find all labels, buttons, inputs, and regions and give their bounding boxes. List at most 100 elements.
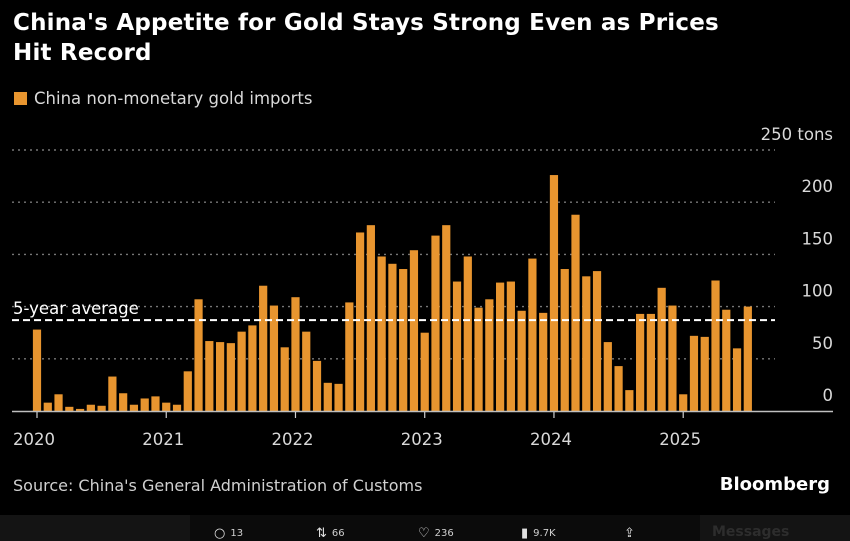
tweet-action-bar: ○ 13 ⇅ 66 ♡ 236 ▮ 9.7K ⇪ Messages (0, 515, 850, 541)
y-tick-label: 100 (802, 282, 834, 301)
bar (689, 335, 699, 411)
bar (97, 405, 106, 411)
bar (119, 393, 128, 411)
bar (366, 225, 375, 411)
x-tick-label: 2025 (659, 430, 701, 449)
messages-panel[interactable] (700, 515, 850, 541)
bar (571, 214, 580, 411)
bar (657, 287, 666, 411)
bar (646, 313, 655, 411)
bar (151, 396, 160, 411)
legend-swatch (14, 92, 27, 105)
bar (549, 175, 559, 411)
bar (280, 347, 289, 411)
x-tick-label: 2023 (401, 430, 443, 449)
bar-chart: 0 50 100 150 200 250 tons 2020 2021 2022 2023 2024… (12, 125, 834, 449)
bar (183, 371, 192, 411)
bar (539, 312, 548, 411)
bar (194, 299, 203, 411)
bar (345, 302, 354, 411)
like-button[interactable]: ♡ 236 (418, 526, 454, 541)
x-tick-label: 2024 (530, 430, 572, 449)
bar (323, 382, 332, 411)
bar (388, 263, 397, 411)
bar (226, 343, 235, 411)
views-button[interactable]: ▮ 9.7K (521, 526, 556, 541)
bar (506, 281, 515, 411)
bar (259, 285, 268, 411)
y-tick-label: 150 (802, 229, 834, 248)
bar (108, 376, 117, 411)
bar (452, 281, 462, 411)
bar (140, 398, 149, 411)
bar (334, 383, 343, 411)
bar (463, 256, 472, 411)
chart-title-line2: Hit Record (13, 40, 152, 66)
bar (409, 250, 419, 411)
bar (679, 394, 688, 411)
repost-button[interactable]: ⇅ 66 (316, 526, 345, 541)
legend: China non-monetary gold imports (14, 89, 312, 108)
repost-count: 66 (331, 528, 345, 539)
messages-label[interactable]: Messages (712, 524, 790, 540)
like-icon: ♡ (418, 526, 430, 541)
bar (75, 408, 85, 411)
bar (700, 336, 709, 411)
bar (86, 404, 95, 411)
bar (732, 348, 742, 411)
y-tick-label: 200 (802, 177, 834, 196)
source-note: Source: China's General Administration o… (13, 476, 423, 495)
bar (420, 332, 429, 411)
bar (636, 313, 645, 411)
bar (485, 299, 494, 411)
bar (743, 306, 752, 411)
bar (614, 366, 623, 411)
reply-count: 13 (230, 528, 244, 539)
bar (474, 307, 483, 411)
bar (162, 402, 171, 411)
chart-title-line1: China's Appetite for Gold Stays Strong E… (13, 10, 719, 36)
bar (668, 305, 677, 411)
bar (625, 390, 634, 411)
views-count: 9.7K (533, 528, 556, 539)
bar (517, 310, 526, 411)
bar (43, 402, 52, 411)
legend-label: China non-monetary gold imports (34, 89, 313, 108)
bar (399, 269, 408, 411)
x-tick-label: 2020 (13, 430, 55, 449)
reply-button[interactable]: ○ 13 (214, 526, 243, 541)
bar (431, 235, 440, 411)
bloomberg-logo: Bloomberg (719, 474, 830, 495)
bar (377, 256, 386, 411)
bar (215, 342, 225, 411)
y-tick-label: 50 (812, 334, 833, 353)
y-tick-label: 250 tons (761, 125, 833, 144)
bar (205, 341, 214, 411)
bar (603, 342, 612, 411)
bar (442, 225, 451, 411)
bar (722, 309, 731, 411)
bar (269, 305, 279, 411)
bar (54, 394, 63, 411)
bar (172, 404, 182, 411)
share-button[interactable]: ⇪ (624, 526, 635, 541)
chart-title: China's Appetite for Gold Stays Strong E… (13, 8, 719, 68)
average-label: 5-year average (13, 299, 139, 318)
y-tick-label: 0 (823, 386, 834, 405)
x-tick-label: 2021 (142, 430, 184, 449)
bar (237, 331, 246, 411)
bar (32, 329, 42, 411)
like-count: 236 (434, 528, 454, 539)
share-icon: ⇪ (624, 526, 635, 541)
bar (592, 271, 602, 411)
bar (711, 280, 720, 411)
bar (302, 331, 311, 411)
left-panel (0, 515, 190, 541)
bar (65, 406, 74, 411)
repost-icon: ⇅ (316, 526, 327, 541)
bar (528, 258, 537, 411)
bar (312, 360, 322, 411)
bar (582, 276, 591, 411)
bar (560, 269, 569, 411)
bar (248, 325, 257, 411)
